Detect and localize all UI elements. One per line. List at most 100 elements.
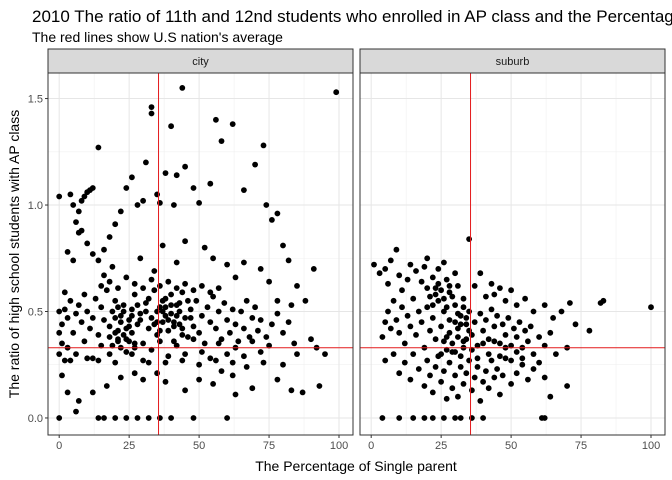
data-point [488,280,495,287]
data-point [190,415,197,421]
data-point [502,332,509,338]
data-point [117,208,124,215]
data-point [134,321,141,328]
data-point [435,297,442,304]
data-point [429,302,436,308]
data-point [274,310,281,317]
data-point [308,336,314,343]
data-point [249,315,256,321]
data-point [56,329,63,336]
data-point [143,308,149,315]
data-point [567,300,573,306]
data-point [131,370,138,377]
data-point [527,323,534,330]
data-point [508,357,514,364]
data-point [59,372,65,379]
data-point [449,385,456,392]
data-point [106,334,113,340]
data-point [182,351,189,357]
data-point [407,376,414,383]
x-tick-label: 25 [435,440,447,452]
data-point [471,374,478,381]
data-point [497,353,503,360]
data-point [185,334,191,340]
data-point [64,389,71,396]
data-point [171,202,177,208]
data-point [553,351,559,357]
data-point [387,325,394,332]
data-point [333,89,340,96]
data-point [182,280,189,287]
data-point [513,334,520,340]
data-point [435,280,442,287]
data-point [148,110,155,117]
data-point [463,321,470,328]
data-point [185,297,191,304]
data-point [530,351,537,357]
data-point [61,357,68,364]
data-point [382,266,389,272]
data-point [159,297,166,304]
data-point [541,342,548,349]
data-point [424,255,431,262]
data-point [103,383,110,389]
data-point [288,387,295,394]
data-point [187,306,194,313]
data-point [455,283,461,289]
data-point [424,357,431,364]
data-point [379,415,386,421]
data-point [522,295,528,302]
data-point [508,287,514,294]
data-point [151,287,158,294]
data-point [98,304,105,311]
data-point [427,293,433,300]
data-point [257,266,264,272]
data-point [75,302,82,308]
data-point [491,323,498,330]
data-point [491,374,498,381]
data-point [513,302,520,308]
data-point [140,285,147,291]
data-point [173,342,180,349]
data-point [452,319,458,325]
data-point [112,315,119,321]
data-point [460,295,467,302]
data-point [280,329,286,336]
data-point [463,315,470,321]
data-point [123,349,130,355]
data-point [215,308,222,315]
data-point [173,259,180,266]
data-point [457,321,464,328]
data-point [438,323,444,330]
data-point [159,319,166,325]
data-point [140,197,147,204]
data-point [385,308,391,315]
data-point [413,332,419,338]
x-tick-label: 0 [368,440,374,452]
data-point [477,310,484,317]
data-point [59,321,65,328]
data-point [452,349,458,355]
data-point [224,415,231,421]
data-point [129,306,135,313]
data-point [92,295,99,302]
data-point [399,287,405,294]
data-point [95,257,102,264]
data-point [294,351,300,357]
data-point [199,283,205,289]
data-point [550,315,556,321]
data-point [547,329,554,336]
data-point [81,291,88,298]
data-point [477,270,484,277]
data-point [322,351,328,357]
y-tick-label: 1.0 [28,200,43,212]
data-point [145,295,152,302]
data-point [165,317,172,323]
data-point [541,415,548,421]
data-point [232,321,239,328]
data-point [269,321,275,328]
data-point [165,327,172,334]
data-point [443,395,450,402]
data-point [168,310,175,317]
data-point [483,317,489,323]
